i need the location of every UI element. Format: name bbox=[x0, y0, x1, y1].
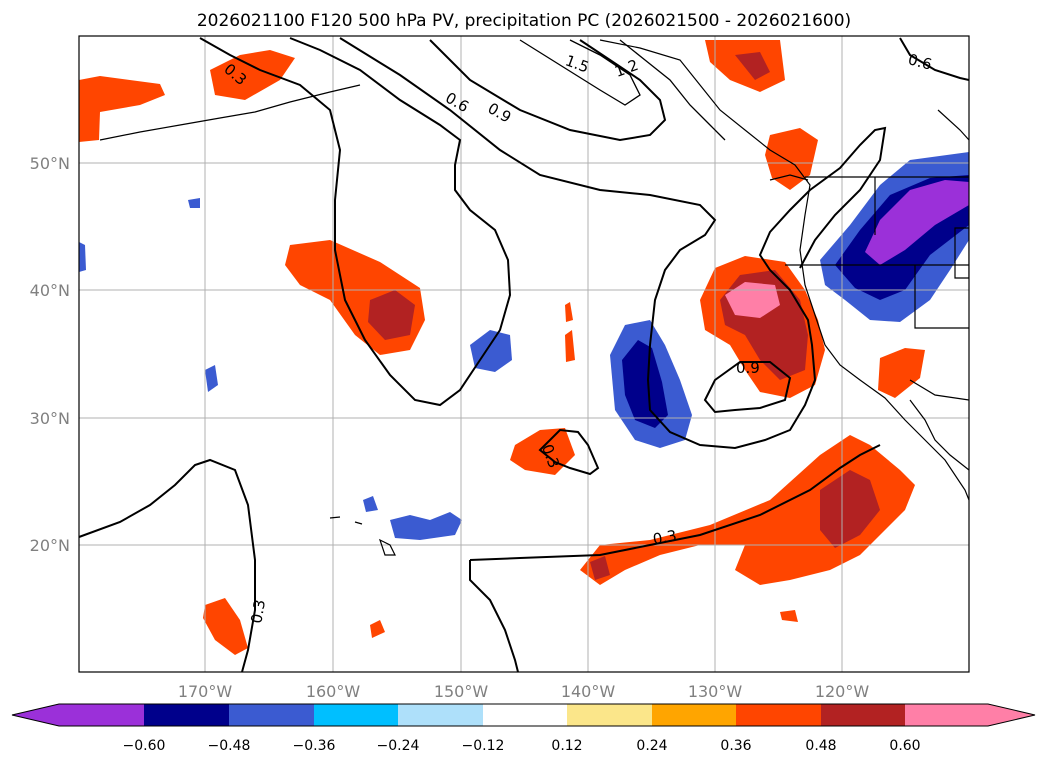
precip-positive-area bbox=[878, 348, 925, 398]
chart-title: 2026021100 F120 500 hPa PV, precipitatio… bbox=[197, 11, 851, 31]
precip-negative-area bbox=[363, 496, 378, 512]
colorbar-cell bbox=[736, 704, 821, 726]
precip-negative-area bbox=[188, 198, 200, 208]
lon-label: 120°W bbox=[815, 682, 870, 701]
lon-label: 170°W bbox=[178, 682, 233, 701]
precip-positive-peak bbox=[725, 282, 780, 318]
precip-negative-area bbox=[205, 365, 218, 392]
precip-positive-area bbox=[765, 128, 818, 190]
latitude-labels: 50°N 40°N 30°N 20°N bbox=[30, 154, 70, 555]
lat-label: 40°N bbox=[30, 281, 70, 300]
colorbar-cell bbox=[567, 704, 652, 726]
colorbar-cell bbox=[483, 704, 567, 726]
colorbar-extend-high bbox=[988, 704, 1035, 726]
lon-label: 140°W bbox=[561, 682, 616, 701]
precip-positive-core bbox=[590, 556, 610, 580]
colorbar-tick-label: 0.12 bbox=[551, 738, 582, 754]
precip-positive-core bbox=[368, 290, 415, 340]
precip-negative-area bbox=[470, 330, 512, 372]
lat-label: 30°N bbox=[30, 409, 70, 428]
colorbar-tick-label: −0.36 bbox=[293, 738, 336, 754]
precip-positive-area bbox=[580, 435, 915, 585]
precip-positive-area bbox=[565, 302, 573, 322]
colorbar-cell bbox=[59, 704, 144, 726]
lon-label: 150°W bbox=[434, 682, 489, 701]
precip-shading bbox=[79, 40, 969, 655]
colorbar-tick-label: 0.48 bbox=[805, 738, 836, 754]
colorbar-extend-low bbox=[12, 704, 59, 726]
precip-positive-area bbox=[370, 620, 385, 638]
contour-label: 0.6 bbox=[906, 50, 934, 74]
map-frame bbox=[78, 35, 970, 673]
colorbar-tick-label: 0.24 bbox=[636, 738, 667, 754]
colorbar-cell bbox=[314, 704, 398, 726]
contour-label: 0.9 bbox=[736, 359, 760, 377]
lat-label: 50°N bbox=[30, 154, 70, 173]
precip-negative-peak bbox=[865, 180, 969, 265]
contour-label: 0.3 bbox=[247, 598, 269, 625]
pv-contours bbox=[79, 37, 969, 672]
precip-positive-area bbox=[565, 330, 575, 362]
colorbar-cell bbox=[398, 704, 483, 726]
colorbar-cell bbox=[144, 704, 229, 726]
map-background bbox=[79, 36, 969, 672]
precip-negative-area bbox=[79, 242, 86, 272]
colorbar-cell bbox=[821, 704, 905, 726]
colorbar: −0.60 −0.48 −0.36 −0.24 −0.12 0.12 0.24 … bbox=[11, 703, 1036, 754]
colorbar-tick-label: −0.24 bbox=[377, 738, 420, 754]
colorbar-cell bbox=[652, 704, 736, 726]
graticule bbox=[79, 36, 969, 672]
lon-label: 160°W bbox=[306, 682, 361, 701]
precip-negative-area bbox=[390, 512, 462, 540]
longitude-labels: 170°W 160°W 150°W 140°W 130°W 120°W bbox=[178, 682, 870, 701]
precip-positive-core bbox=[820, 470, 880, 548]
precip-negative-core bbox=[622, 340, 668, 428]
colorbar-outline bbox=[11, 703, 1036, 727]
precip-positive-area bbox=[780, 610, 798, 622]
lon-label: 130°W bbox=[688, 682, 743, 701]
colorbar-tick-label: −0.48 bbox=[208, 738, 251, 754]
precip-positive-core bbox=[735, 52, 770, 80]
colorbar-cell bbox=[905, 704, 988, 726]
precip-positive-area bbox=[79, 76, 165, 142]
colorbar-tick-label: −0.60 bbox=[123, 738, 166, 754]
colorbar-tick-label: −0.12 bbox=[462, 738, 505, 754]
contour-label: 0.3 bbox=[651, 527, 678, 549]
colorbar-tick-label: 0.60 bbox=[889, 738, 920, 754]
colorbar-cell bbox=[229, 704, 314, 726]
map-panel: 0.3 0.6 0.9 1.5 1.2 0.6 0.9 0.3 0.3 0.3 bbox=[78, 35, 970, 673]
lat-label: 20°N bbox=[30, 536, 70, 555]
coastlines bbox=[99, 39, 969, 556]
precip-positive-area bbox=[203, 598, 248, 655]
colorbar-tick-label: 0.36 bbox=[720, 738, 751, 754]
colorbar-ticks: −0.60 −0.48 −0.36 −0.24 −0.12 0.12 0.24 … bbox=[123, 738, 921, 754]
precip-positive-area bbox=[210, 50, 295, 100]
